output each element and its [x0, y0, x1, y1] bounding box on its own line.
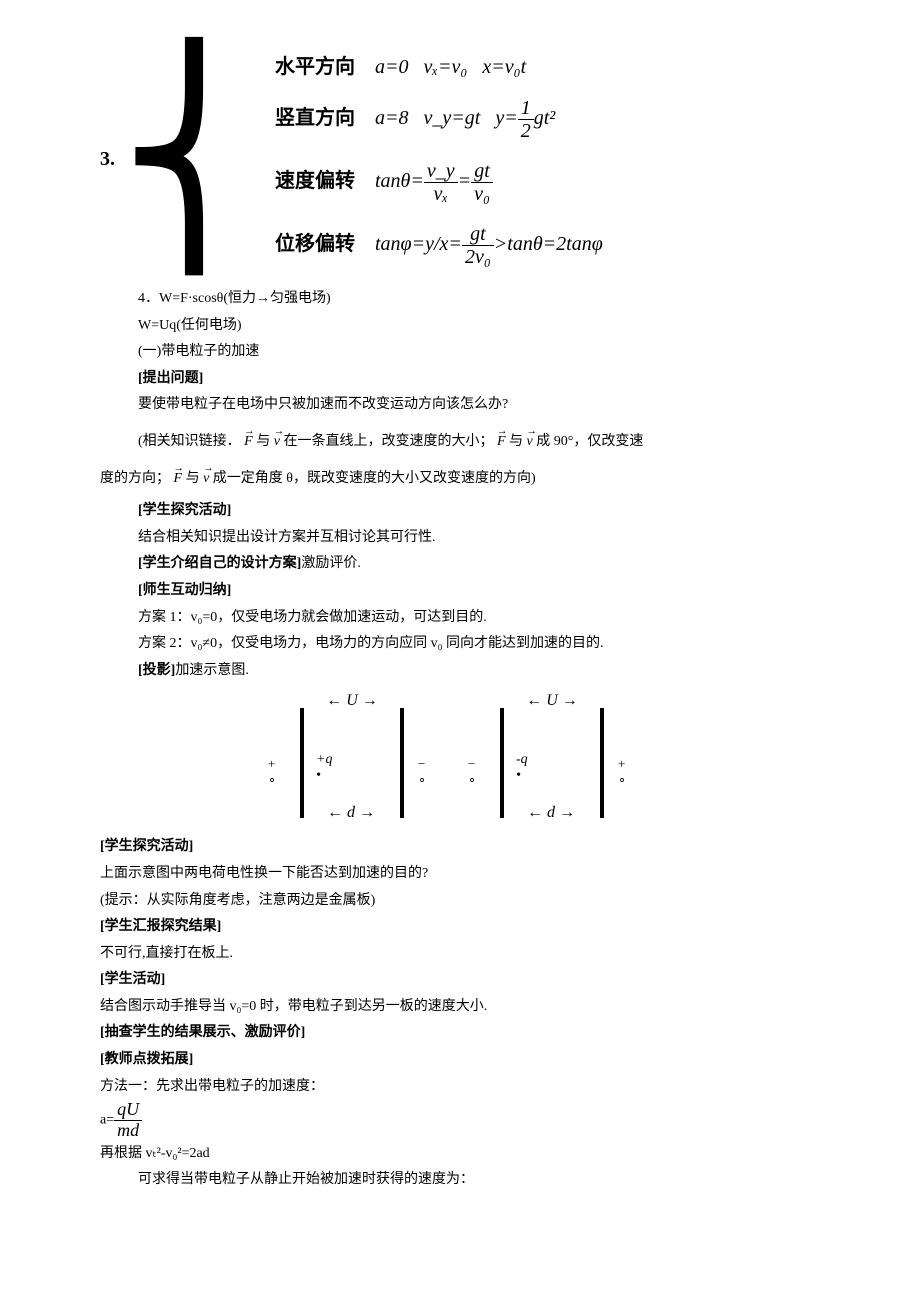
- position-line: 位移偏转 tanφ=y/x=gt2v₀>tanθ=2tanφ: [275, 223, 603, 268]
- capacitor-right: −∘ ← U → -q• ← d → +∘: [470, 692, 630, 822]
- sign-minus: −∘: [468, 756, 476, 788]
- acceleration-diagram: +∘ ← U → +q• ← d → −∘ −∘ ← U → -q• ← d →…: [100, 692, 800, 822]
- u-label: ← U →: [526, 692, 578, 710]
- charge-pos: +q•: [316, 752, 332, 784]
- s3-l5: 方法一：先求出带电粒子的加速度：: [100, 1074, 800, 1101]
- s3-l1: 上面示意图中两电荷电性换一下能否达到加速的目的?: [100, 861, 800, 888]
- capacitor-left: +∘ ← U → +q• ← d → −∘: [270, 692, 430, 822]
- s3-l6: 再根据 vₜ²-v₀²=2ad: [100, 1141, 800, 1168]
- heading-question: [提出问题]: [138, 366, 800, 393]
- sign-minus: −∘: [418, 756, 426, 788]
- heading-student-do: [学生活动]: [100, 967, 800, 994]
- sign-plus: +∘: [618, 756, 626, 788]
- plate-left: [500, 708, 504, 818]
- heading-student-activity: [学生探究活动]: [138, 498, 800, 525]
- formula-rows: 水平方向 a=0 vₓ=v₀ x=v₀t 竖直方向 a=8 v_y=gt y=1…: [275, 50, 603, 268]
- d-label: ← d →: [316, 804, 386, 822]
- plate-left: [300, 708, 304, 818]
- vector-f-icon: F: [497, 429, 506, 456]
- heading-projection: [投影]加速示意图.: [138, 658, 800, 685]
- item4-l5: (相关知识链接． F 与 v 在一条直线上，改变速度的大小； F 与 v 成 9…: [138, 429, 800, 456]
- velocity-line: 速度偏转 tanθ=v_yvₓ=gtv₀: [275, 160, 603, 205]
- item4-l1: 4．W=F·scosθ(恒力→匀强电场): [138, 286, 800, 313]
- item4-l2: W=Uq(任何电场): [138, 313, 800, 340]
- s2-l3: 方案 2：v₀≠0，仅受电场力，电场力的方向应同 v₀ 同向才能达到加速的目的.: [138, 631, 800, 658]
- horizontal-line: 水平方向 a=0 vₓ=v₀ x=v₀t: [275, 50, 603, 79]
- item4-l4: 要使带电粒子在电场中只被加速而不改变运动方向该怎么办?: [138, 392, 800, 419]
- s2-l1: 结合相关知识提出设计方案并互相讨论其可行性.: [138, 525, 800, 552]
- plate-right: [600, 708, 604, 818]
- charge-neg: -q•: [516, 752, 528, 784]
- heading-teacher-student: [师生互动归纳]: [138, 578, 800, 605]
- vector-f-icon: F: [244, 429, 253, 456]
- vector-v-icon: v: [274, 429, 280, 456]
- s2-l2: 方案 1：v₀=0，仅受电场力就会做加速运动，可达到目的.: [138, 605, 800, 632]
- formula-block-3: 3. ⎨ 水平方向 a=0 vₓ=v₀ x=v₀t 竖直方向 a=8 v_y=g…: [100, 50, 800, 268]
- u-label: ← U →: [326, 692, 378, 710]
- brace-icon: ⎨: [119, 59, 269, 259]
- sign-plus: +∘: [268, 756, 276, 788]
- accel-formula: a=qUmd: [100, 1100, 800, 1141]
- heading-report: [学生汇报探究结果]: [100, 914, 800, 941]
- heading-student-activity: [学生探究活动]: [100, 834, 800, 861]
- heading-teacher: [教师点拨拓展]: [100, 1047, 800, 1074]
- heading-student-design: [学生介绍自己的设计方案]激励评价.: [138, 551, 800, 578]
- vector-v-icon: v: [203, 466, 209, 493]
- item4-l3: (一)带电粒子的加速: [138, 339, 800, 366]
- item-3-number: 3.: [100, 148, 115, 171]
- vector-f-icon: F: [174, 466, 183, 493]
- s3-l2: (提示：从实际角度考虑，注意两边是金属板): [100, 888, 800, 915]
- s3-l7: 可求得当带电粒子从静止开始被加速时获得的速度为：: [138, 1167, 800, 1194]
- s3-l4: 结合图示动手推导当 v₀=0 时，带电粒子到达另一板的速度大小.: [100, 994, 800, 1021]
- d-label: ← d →: [516, 804, 586, 822]
- vector-v-icon: v: [527, 429, 533, 456]
- item4-l6: 度的方向； F 与 v 成一定角度 θ，既改变速度的大小又改变速度的方向): [100, 466, 800, 493]
- s3-l3: 不可行,直接打在板上.: [100, 941, 800, 968]
- vertical-line: 竖直方向 a=8 v_y=gt y=12gt²: [275, 97, 603, 142]
- heading-check: [抽查学生的结果展示、激励评价]: [100, 1020, 800, 1047]
- plate-right: [400, 708, 404, 818]
